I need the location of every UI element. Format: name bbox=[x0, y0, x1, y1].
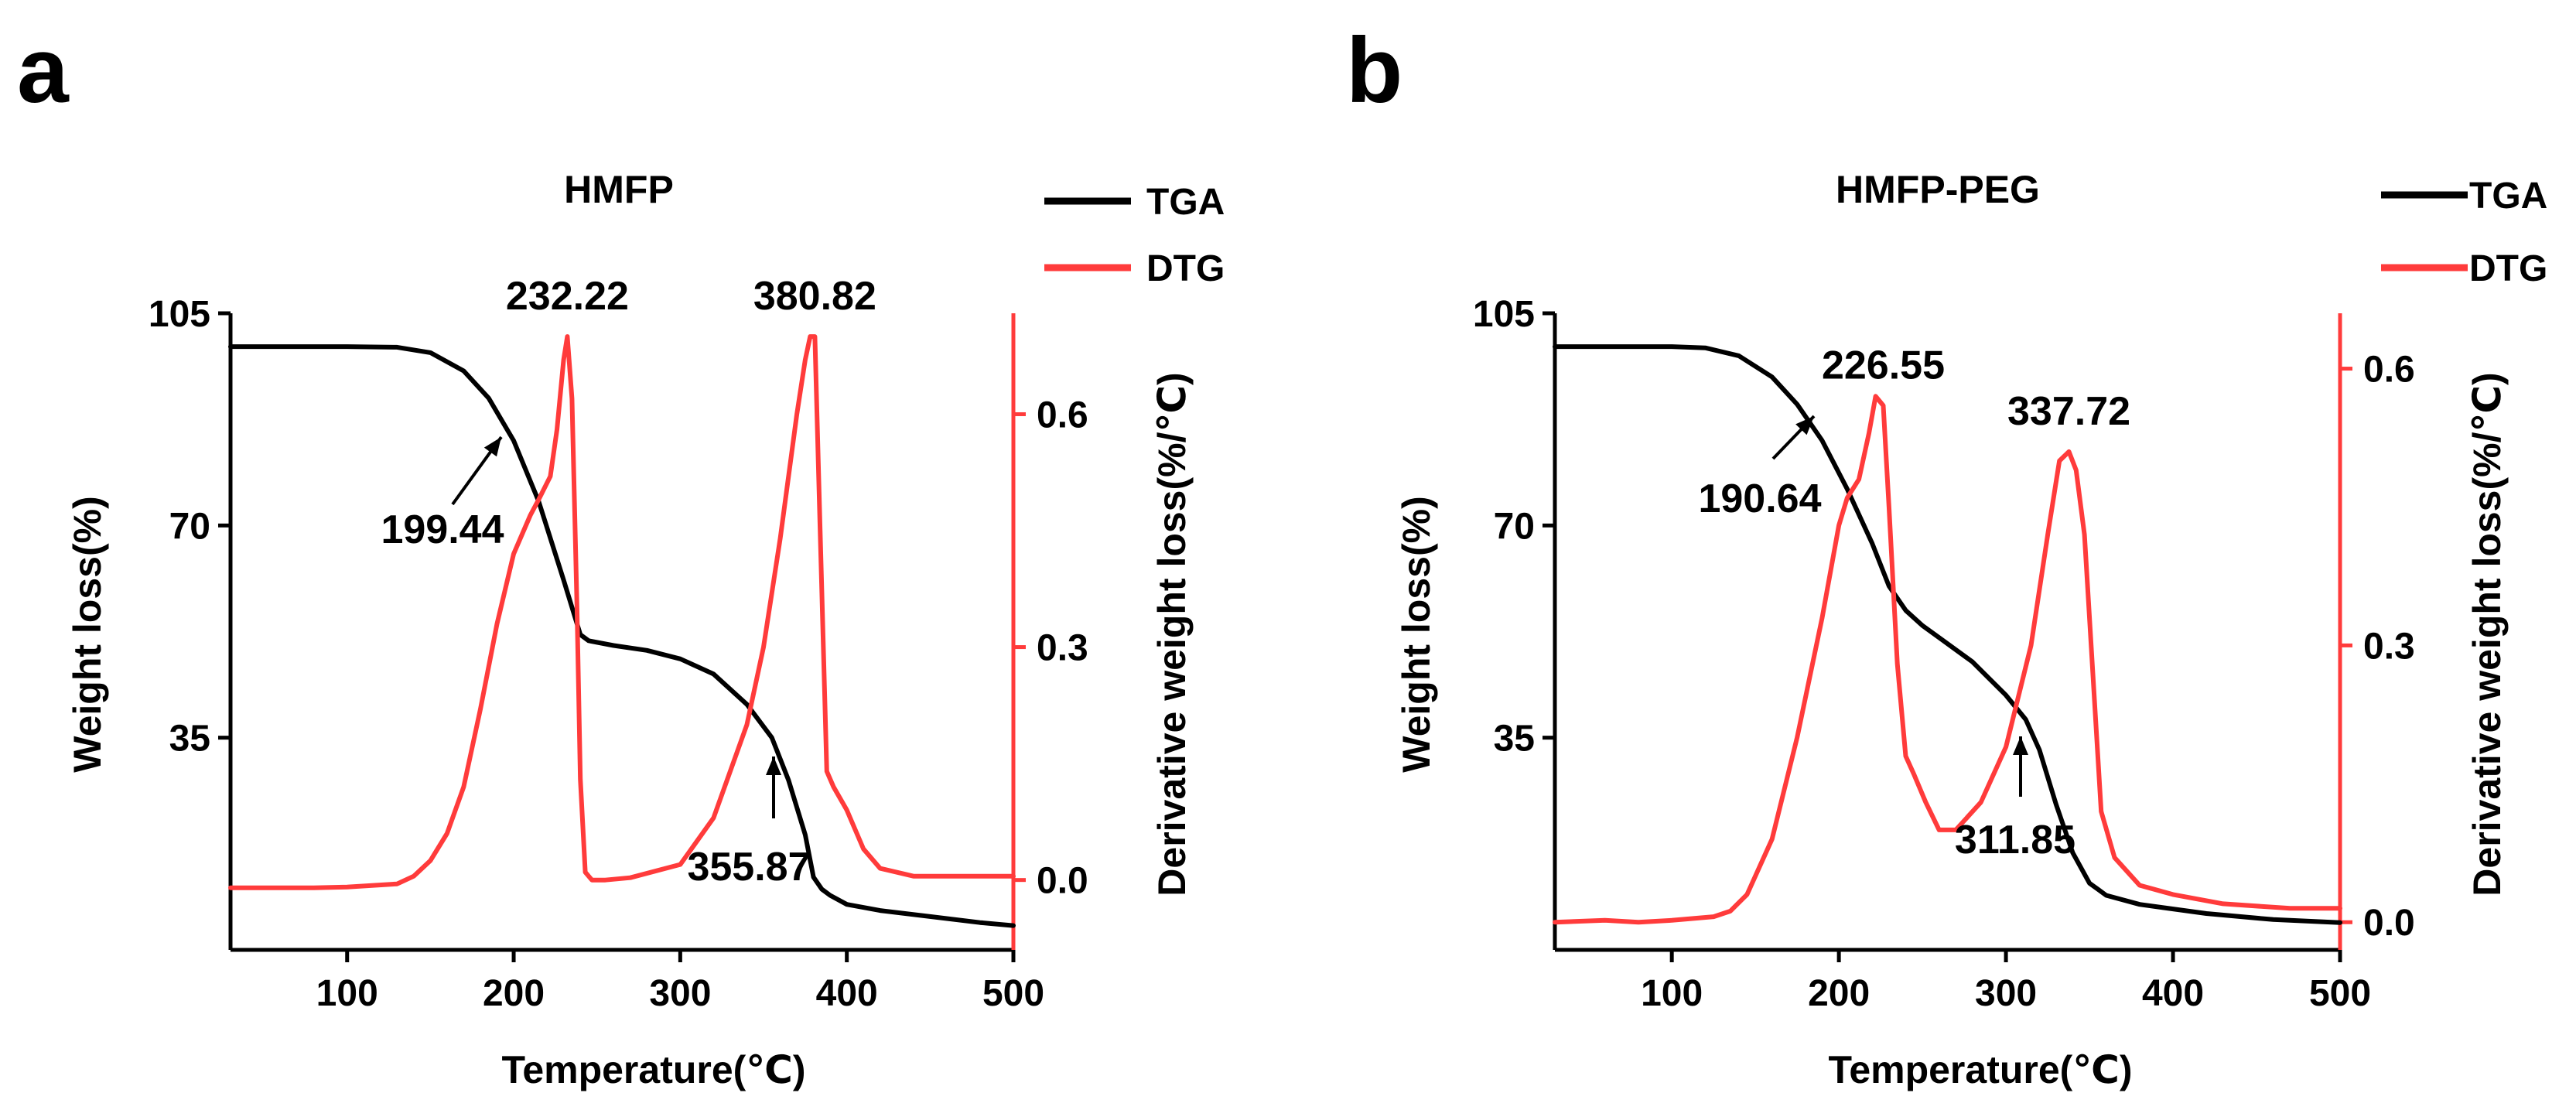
panel-a-annotation-label: 355.87 bbox=[687, 845, 810, 890]
panel-b-legend-dtg-label: DTG bbox=[2469, 248, 2547, 289]
panel-b-y2-axis-label: Derivative weight loss(%/℃) bbox=[2465, 372, 2509, 896]
panel-a-y-tick-label: 70 bbox=[169, 506, 210, 547]
panel-a-y-tick-label: 105 bbox=[149, 294, 210, 335]
panel-b-x-tick-label: 300 bbox=[1975, 973, 2037, 1014]
panel-b-letter: b bbox=[1346, 19, 1402, 122]
panel-a-letter: a bbox=[17, 19, 70, 122]
panel-b-y-tick-label: 70 bbox=[1494, 506, 1535, 547]
panel-b-y2-tick-label: 0.0 bbox=[2363, 903, 2415, 944]
panel-a-title: HMFP bbox=[564, 168, 674, 211]
panel-a-y2-axis-label: Derivative weight loss(%/℃) bbox=[1150, 372, 1194, 896]
panel-b-annotation-label: 190.64 bbox=[1698, 476, 1821, 521]
panel-a-plot: 100 200 300 400 500 35 70 105 0.0 0.3 0.6 232.22 380… bbox=[149, 274, 1088, 1014]
panel-b-x-tick-label: 500 bbox=[2309, 973, 2371, 1014]
panel-a-x-tick-label: 500 bbox=[982, 973, 1044, 1014]
panel-b-annotation-arrowhead bbox=[2013, 736, 2028, 755]
panel-a-x-tick-label: 300 bbox=[649, 973, 711, 1014]
panel-b-y2-tick-label: 0.3 bbox=[2363, 626, 2415, 667]
panel-b-annotation-label: 311.85 bbox=[1955, 818, 2075, 862]
panel-b-x-tick-label: 400 bbox=[2142, 973, 2204, 1014]
panel-b-x-tick-label: 100 bbox=[1641, 973, 1703, 1014]
panel-a-annotation-label: 199.44 bbox=[381, 507, 504, 552]
panel-b-x-axis-label: Temperature(℃) bbox=[1828, 1048, 2132, 1091]
panel-b-plot: 100 200 300 400 500 35 70 105 0.0 0.3 0.6 226.55 337… bbox=[1473, 294, 2415, 1014]
panel-b: b HMFP-PEG TGA DTG Temperature(℃) Weight… bbox=[1346, 19, 2547, 1091]
panel-a-annotation-arrowhead bbox=[766, 757, 781, 775]
panel-a-annotation-label: 232.22 bbox=[506, 274, 629, 319]
panel-b-y-axis-label: Weight loss(%) bbox=[1395, 496, 1438, 772]
panel-a-y-tick-label: 35 bbox=[169, 719, 210, 760]
panel-a-dtg-line bbox=[228, 334, 1016, 890]
panel-b-y2-tick-label: 0.6 bbox=[2363, 350, 2415, 391]
panel-b-annotation-label: 226.55 bbox=[1822, 343, 1945, 388]
panel-b-y-tick-label: 105 bbox=[1473, 294, 1535, 335]
panel-a-x-tick-label: 400 bbox=[816, 973, 878, 1014]
panel-a-annotation-label: 380.82 bbox=[753, 274, 876, 319]
panel-a-y2-tick-label: 0.6 bbox=[1037, 394, 1088, 435]
panel-a-x-tick-label: 200 bbox=[483, 973, 545, 1014]
panel-a-y2-tick-label: 0.3 bbox=[1037, 628, 1088, 669]
panel-b-x-tick-label: 200 bbox=[1808, 973, 1870, 1014]
panel-a-x-tick-label: 100 bbox=[316, 973, 378, 1014]
panel-a-y-axis-label: Weight loss(%) bbox=[66, 496, 109, 772]
panel-a-annotation-arrowhead bbox=[483, 437, 501, 457]
panel-a-legend-tga-label: TGA bbox=[1146, 182, 1225, 223]
panel-b-y-tick-label: 35 bbox=[1494, 719, 1535, 760]
panel-b-legend-tga-label: TGA bbox=[2469, 176, 2547, 217]
panel-b-dtg-line bbox=[1553, 394, 2342, 925]
panel-a-legend-dtg-label: DTG bbox=[1146, 248, 1225, 289]
panel-a-y2-tick-label: 0.0 bbox=[1037, 861, 1088, 902]
panel-b-annotation-arrowhead bbox=[1795, 416, 1814, 435]
panel-a-tga-line bbox=[228, 344, 1016, 928]
panel-b-tga-line bbox=[1553, 344, 2342, 925]
panel-a-x-axis-label: Temperature(℃) bbox=[501, 1048, 805, 1091]
panel-b-annotation-label: 337.72 bbox=[2007, 389, 2130, 434]
panel-b-title: HMFP-PEG bbox=[1836, 168, 2040, 211]
panel-a: a HMFP TGA DTG Temperature(℃) Weight los… bbox=[17, 19, 1225, 1091]
